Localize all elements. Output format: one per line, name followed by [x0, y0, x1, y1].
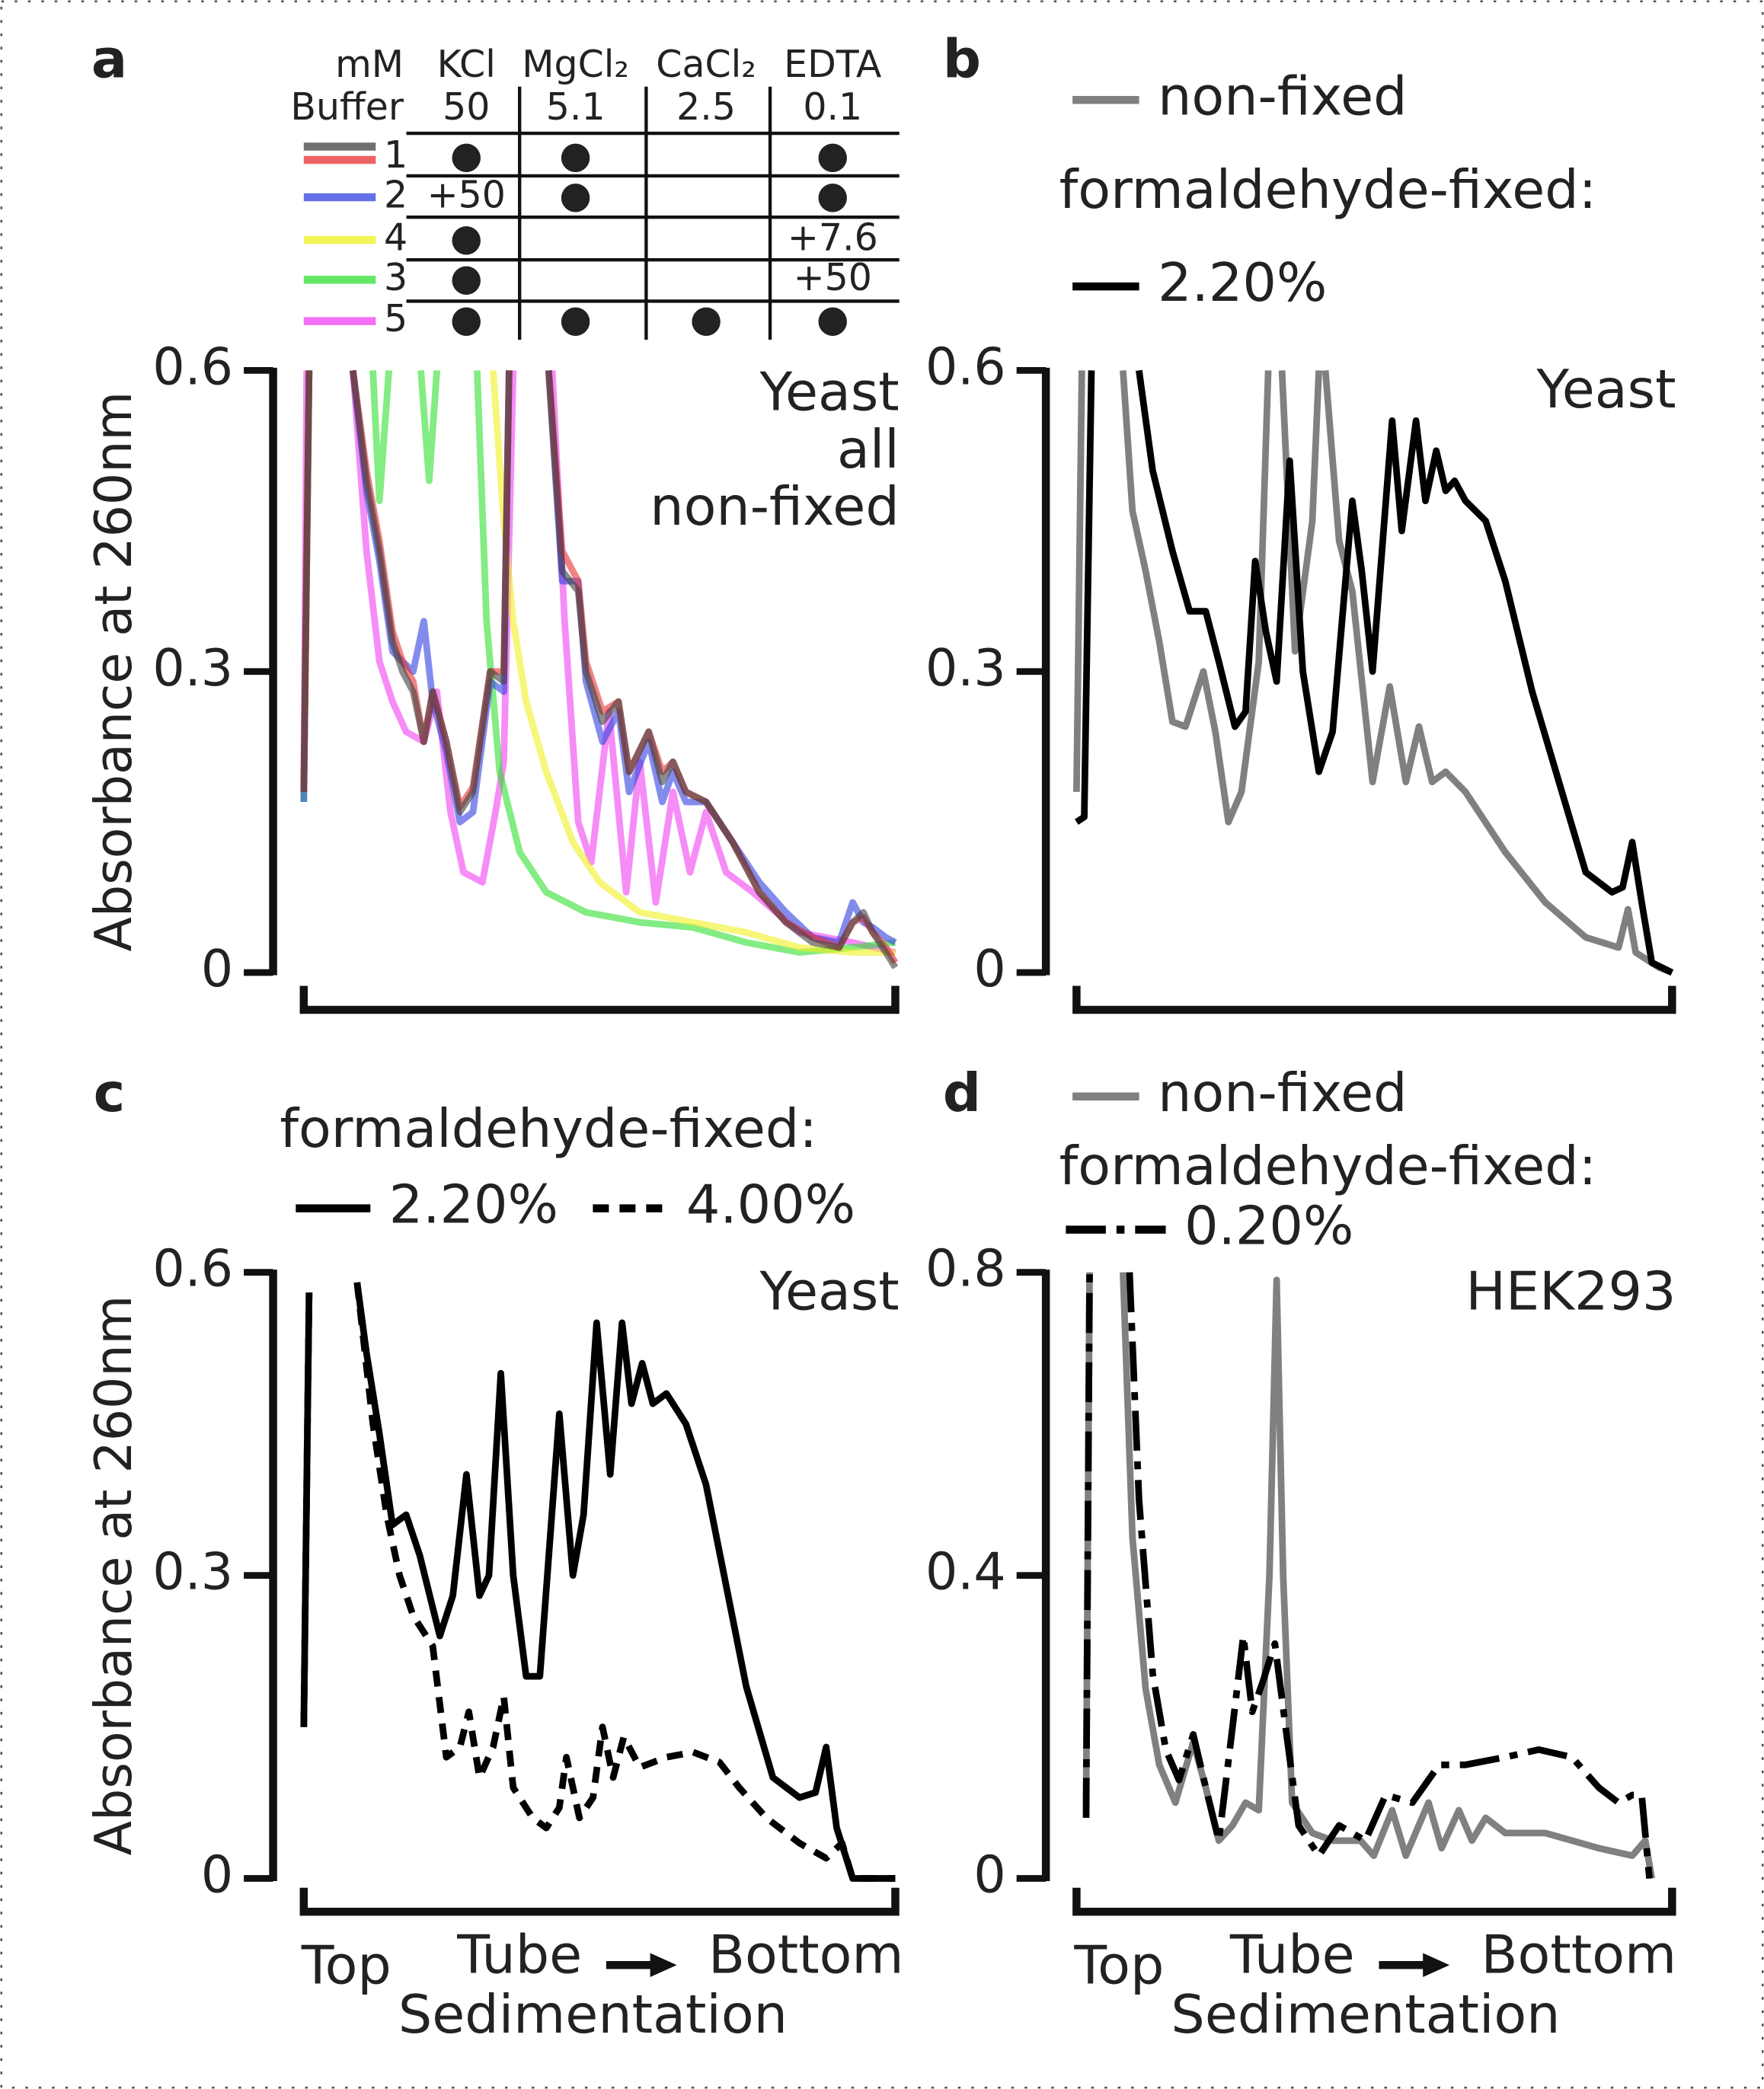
- arrow-head: [1423, 1953, 1450, 1977]
- annotation: Yeast: [759, 362, 900, 423]
- y-tick-label: 0.3: [152, 638, 233, 698]
- y-tick-label: 0.6: [152, 1239, 233, 1298]
- panel-label: d: [943, 1062, 981, 1124]
- y-axis-label: Absorbance at 260nm: [84, 1295, 143, 1856]
- x-axis-label: Tube: [456, 1924, 582, 1986]
- x-axis: [299, 985, 900, 1014]
- annotation: non-fixed: [650, 476, 899, 538]
- panel-label: b: [943, 28, 981, 90]
- y-tick-label: 0.3: [152, 1542, 233, 1602]
- table-concentration: 50: [443, 85, 490, 129]
- table-cell: ●: [816, 173, 849, 216]
- table-cell: ●: [816, 297, 849, 340]
- x-axis-label: Tube: [1229, 1924, 1355, 1986]
- x-axis-label: Top: [1073, 1935, 1164, 1997]
- data-line: [1074, 369, 1674, 976]
- table-cell: +50: [427, 173, 506, 216]
- legend-label: 5: [384, 297, 407, 340]
- annotation: HEK293: [1465, 1260, 1676, 1322]
- y-tick-label: 0: [201, 1845, 233, 1905]
- x-axis-label: Top: [301, 1935, 391, 1997]
- y-axis-label: Absorbance at 260nm: [84, 391, 143, 952]
- table-cell: ●: [816, 133, 849, 177]
- legend-title: formaldehyde-fixed:: [1059, 159, 1597, 221]
- panel-label: c: [94, 1062, 125, 1124]
- data-line: [300, 1282, 896, 1882]
- y-tick-label: 0.8: [925, 1239, 1006, 1298]
- y-tick-label: 0.4: [925, 1542, 1006, 1602]
- annotation: Yeast: [1536, 359, 1676, 420]
- data-line: [1082, 1272, 1653, 1879]
- legend-label: non-fixed: [1158, 65, 1407, 127]
- data-line: [300, 369, 899, 969]
- table-cell: ●: [690, 297, 723, 340]
- legend-label: 2.20%: [1158, 252, 1327, 314]
- y-tick-label: 0.6: [152, 337, 233, 396]
- table-cell: ●: [559, 133, 592, 177]
- y-tick-label: 0: [973, 939, 1005, 998]
- x-axis-title: Sedimentation: [398, 1984, 788, 2046]
- table-cell: ●: [450, 133, 483, 177]
- table-cell: ●: [559, 173, 592, 216]
- data-line: [1073, 370, 1673, 976]
- table-cell: ●: [450, 216, 483, 259]
- arrow-head: [650, 1953, 677, 1977]
- table-column: CaCl₂: [656, 43, 756, 86]
- x-axis: [1072, 985, 1676, 1014]
- legend-label: 4: [384, 216, 407, 259]
- legend-label: 0.20%: [1184, 1196, 1353, 1257]
- x-axis-title: Sedimentation: [1171, 1984, 1560, 2046]
- table-concentration: 0.1: [803, 85, 862, 129]
- legend-label: 3: [384, 256, 407, 299]
- annotation: Yeast: [759, 1260, 900, 1322]
- legend-label: 1: [384, 133, 407, 177]
- table-cell: +50: [794, 256, 872, 299]
- y-tick-label: 0.6: [925, 337, 1006, 396]
- legend-label: 2: [384, 173, 407, 216]
- table-cell: ●: [559, 297, 592, 340]
- y-tick-label: 0: [201, 939, 233, 998]
- table-column: KCl: [437, 43, 496, 86]
- x-axis-label: Bottom: [708, 1924, 904, 1986]
- legend-label: 4.00%: [686, 1174, 855, 1236]
- table-concentration: 2.5: [676, 85, 736, 129]
- legend-label: 2.20%: [389, 1174, 558, 1236]
- table-cell: +7.6: [788, 216, 878, 259]
- y-tick-label: 0: [973, 1845, 1005, 1905]
- table-column: MgCl₂: [522, 43, 629, 86]
- legend-title: formaldehyde-fixed:: [280, 1098, 817, 1160]
- table-column: EDTA: [784, 43, 882, 86]
- x-axis: [299, 1887, 900, 1916]
- x-axis-label: Bottom: [1481, 1924, 1677, 1986]
- y-tick-label: 0.3: [925, 638, 1006, 698]
- legend-title: formaldehyde-fixed:: [1059, 1136, 1597, 1197]
- table-cell: ●: [450, 256, 483, 299]
- table-row-header: Buffer: [290, 85, 404, 129]
- legend-label: 1: [384, 133, 407, 177]
- panel-label: a: [91, 28, 127, 90]
- table-concentration: 5.1: [546, 85, 606, 129]
- legend-label: non-fixed: [1158, 1062, 1407, 1124]
- annotation: all: [837, 419, 900, 481]
- table-cell: ●: [450, 297, 483, 340]
- x-axis: [1072, 1887, 1676, 1916]
- table-units: mM: [335, 43, 404, 86]
